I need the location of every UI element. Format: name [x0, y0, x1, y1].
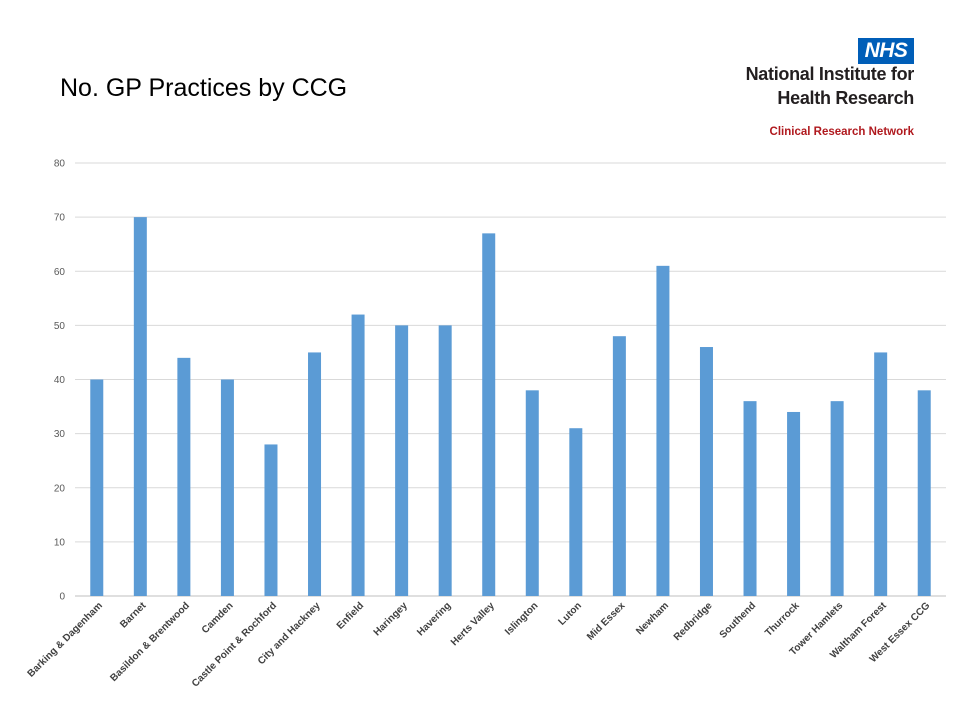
x-tick-label: Havering — [415, 600, 453, 638]
bar — [743, 401, 757, 596]
bar — [90, 379, 104, 596]
y-tick-label: 70 — [54, 213, 66, 224]
bar — [438, 325, 452, 596]
y-tick-label: 10 — [54, 537, 66, 548]
bar — [612, 336, 626, 596]
x-tick-label: Newham — [634, 600, 671, 637]
y-tick-label: 0 — [59, 592, 65, 603]
x-tick-label: Camden — [200, 600, 236, 636]
x-tick-label: Mid Essex — [585, 600, 628, 643]
y-tick-label: 40 — [54, 375, 66, 386]
bar — [395, 325, 409, 596]
nihr-logo: NHS National Institute for Health Resear… — [718, 36, 918, 146]
y-tick-label: 50 — [54, 321, 66, 332]
bar — [569, 428, 583, 596]
x-tick-label: Enfield — [335, 600, 366, 631]
page-title: No. GP Practices by CCG — [60, 74, 348, 102]
bar — [177, 357, 191, 596]
grid-lines — [75, 162, 946, 597]
bar — [308, 352, 322, 596]
x-tick-label: Barking & Dagenham — [26, 600, 105, 679]
y-tick-labels: 0 10 20 30 40 50 60 70 80 — [54, 159, 66, 603]
bar — [264, 444, 278, 596]
x-tick-label: Barnet — [118, 600, 149, 631]
logo-network: Clinical Research Network — [769, 126, 914, 138]
y-tick-label: 30 — [54, 429, 66, 440]
bars — [90, 217, 931, 597]
x-tick-label: Herts Valley — [449, 600, 497, 648]
x-tick-label: Haringey — [372, 600, 410, 638]
bar — [917, 390, 931, 596]
logo-line-2: Health Research — [777, 88, 914, 108]
bar — [133, 217, 147, 596]
nhs-badge: NHS — [858, 38, 914, 64]
logo-line-1: National Institute for — [745, 64, 915, 84]
bar — [874, 352, 888, 596]
x-tick-label: Luton — [557, 600, 584, 627]
x-tick-label: Southend — [718, 600, 758, 640]
bar — [482, 233, 496, 597]
bar — [220, 379, 234, 596]
x-tick-label: Castle Point & Rochford — [190, 600, 279, 689]
y-tick-label: 60 — [54, 267, 66, 278]
bar — [351, 314, 365, 596]
bar — [699, 347, 713, 596]
x-tick-label: Redbridge — [672, 600, 715, 643]
x-tick-label: Islington — [503, 600, 540, 637]
bar — [656, 265, 670, 596]
bar — [525, 390, 539, 596]
y-tick-label: 80 — [54, 159, 66, 170]
nhs-badge-text: NHS — [864, 39, 908, 62]
x-tick-label: Basildon & Brentwood — [108, 600, 192, 684]
x-tick-label: Thurrock — [763, 600, 802, 639]
bar — [787, 411, 801, 596]
bar — [830, 401, 844, 596]
y-tick-label: 20 — [54, 483, 66, 494]
